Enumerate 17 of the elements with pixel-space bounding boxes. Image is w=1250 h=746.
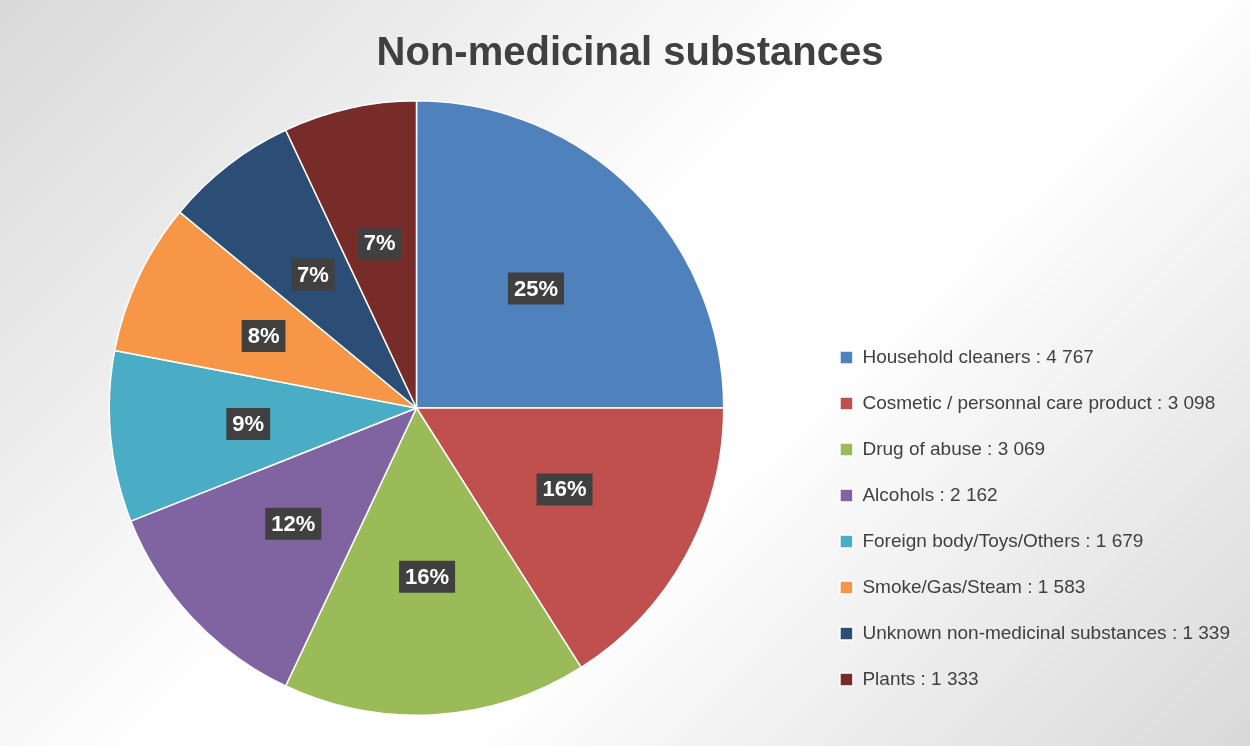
legend-label: Smoke/Gas/Steam : 1 583 <box>862 575 1086 597</box>
legend-label: Cosmetic / personnal care product : 3 098 <box>862 391 1216 413</box>
data-label: 25% <box>513 275 558 301</box>
data-label: 8% <box>247 323 280 349</box>
legend-label: Drug of abuse : 3 069 <box>862 437 1046 459</box>
chart-title: Non-medicinal substances <box>376 29 884 74</box>
legend-label: Foreign body/Toys/Others : 1 679 <box>862 529 1144 551</box>
legend-label: Unknown non-medicinal substances : 1 339 <box>862 621 1231 643</box>
data-label: 16% <box>405 563 450 589</box>
data-label: 7% <box>363 230 396 256</box>
data-label: 7% <box>297 261 329 287</box>
legend-label: Alcohols : 2 162 <box>862 483 998 505</box>
legend-label: Plants : 1 333 <box>862 667 979 689</box>
data-label: 9% <box>232 410 265 436</box>
data-label: 12% <box>271 510 316 536</box>
data-label: 16% <box>542 476 587 502</box>
legend-label: Household cleaners : 4 767 <box>862 345 1094 367</box>
